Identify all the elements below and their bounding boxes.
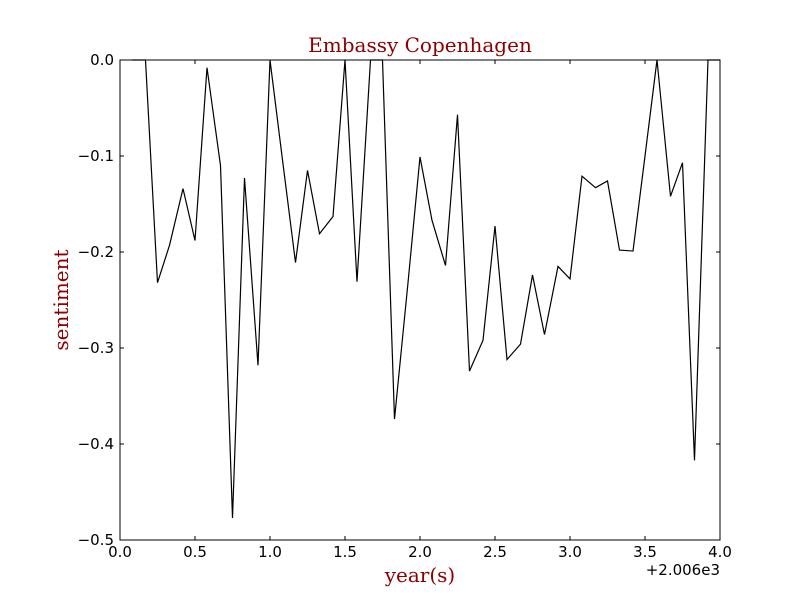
x-tick-label: 0.0 bbox=[108, 543, 132, 561]
labels-layer: 0.0 0.5 1.0 1.5 2.0 2.5 3.0 3.5 4.0 0.0 −0.1 −0.2 −0… bbox=[78, 51, 732, 561]
x-tick-label: 1.0 bbox=[258, 543, 282, 561]
y-tick-label: −0.2 bbox=[78, 243, 114, 261]
y-tick-label: −0.4 bbox=[78, 435, 114, 453]
x-axis-offset-label: +2.006e3 bbox=[646, 561, 720, 579]
x-axis-label: year(s) bbox=[384, 563, 456, 587]
y-tick-label: −0.1 bbox=[78, 147, 114, 165]
y-tick-label: −0.5 bbox=[78, 531, 114, 549]
x-tick-label: 2.0 bbox=[408, 543, 432, 561]
chart-title: Embassy Copenhagen bbox=[308, 33, 532, 57]
y-axis-label: sentiment bbox=[49, 249, 73, 350]
y-tick-label: −0.3 bbox=[78, 339, 114, 357]
x-tick-label: 1.5 bbox=[333, 543, 357, 561]
x-tick-label: 3.0 bbox=[558, 543, 582, 561]
x-tick-label: 4.0 bbox=[708, 543, 732, 561]
x-tick-label: 3.5 bbox=[633, 543, 657, 561]
x-tick-label: 2.5 bbox=[483, 543, 507, 561]
x-tick-label: 0.5 bbox=[183, 543, 207, 561]
y-tick-label: 0.0 bbox=[90, 51, 114, 69]
series-line bbox=[132, 59, 720, 518]
plot-area bbox=[120, 60, 720, 540]
plot-frame bbox=[119, 59, 721, 541]
